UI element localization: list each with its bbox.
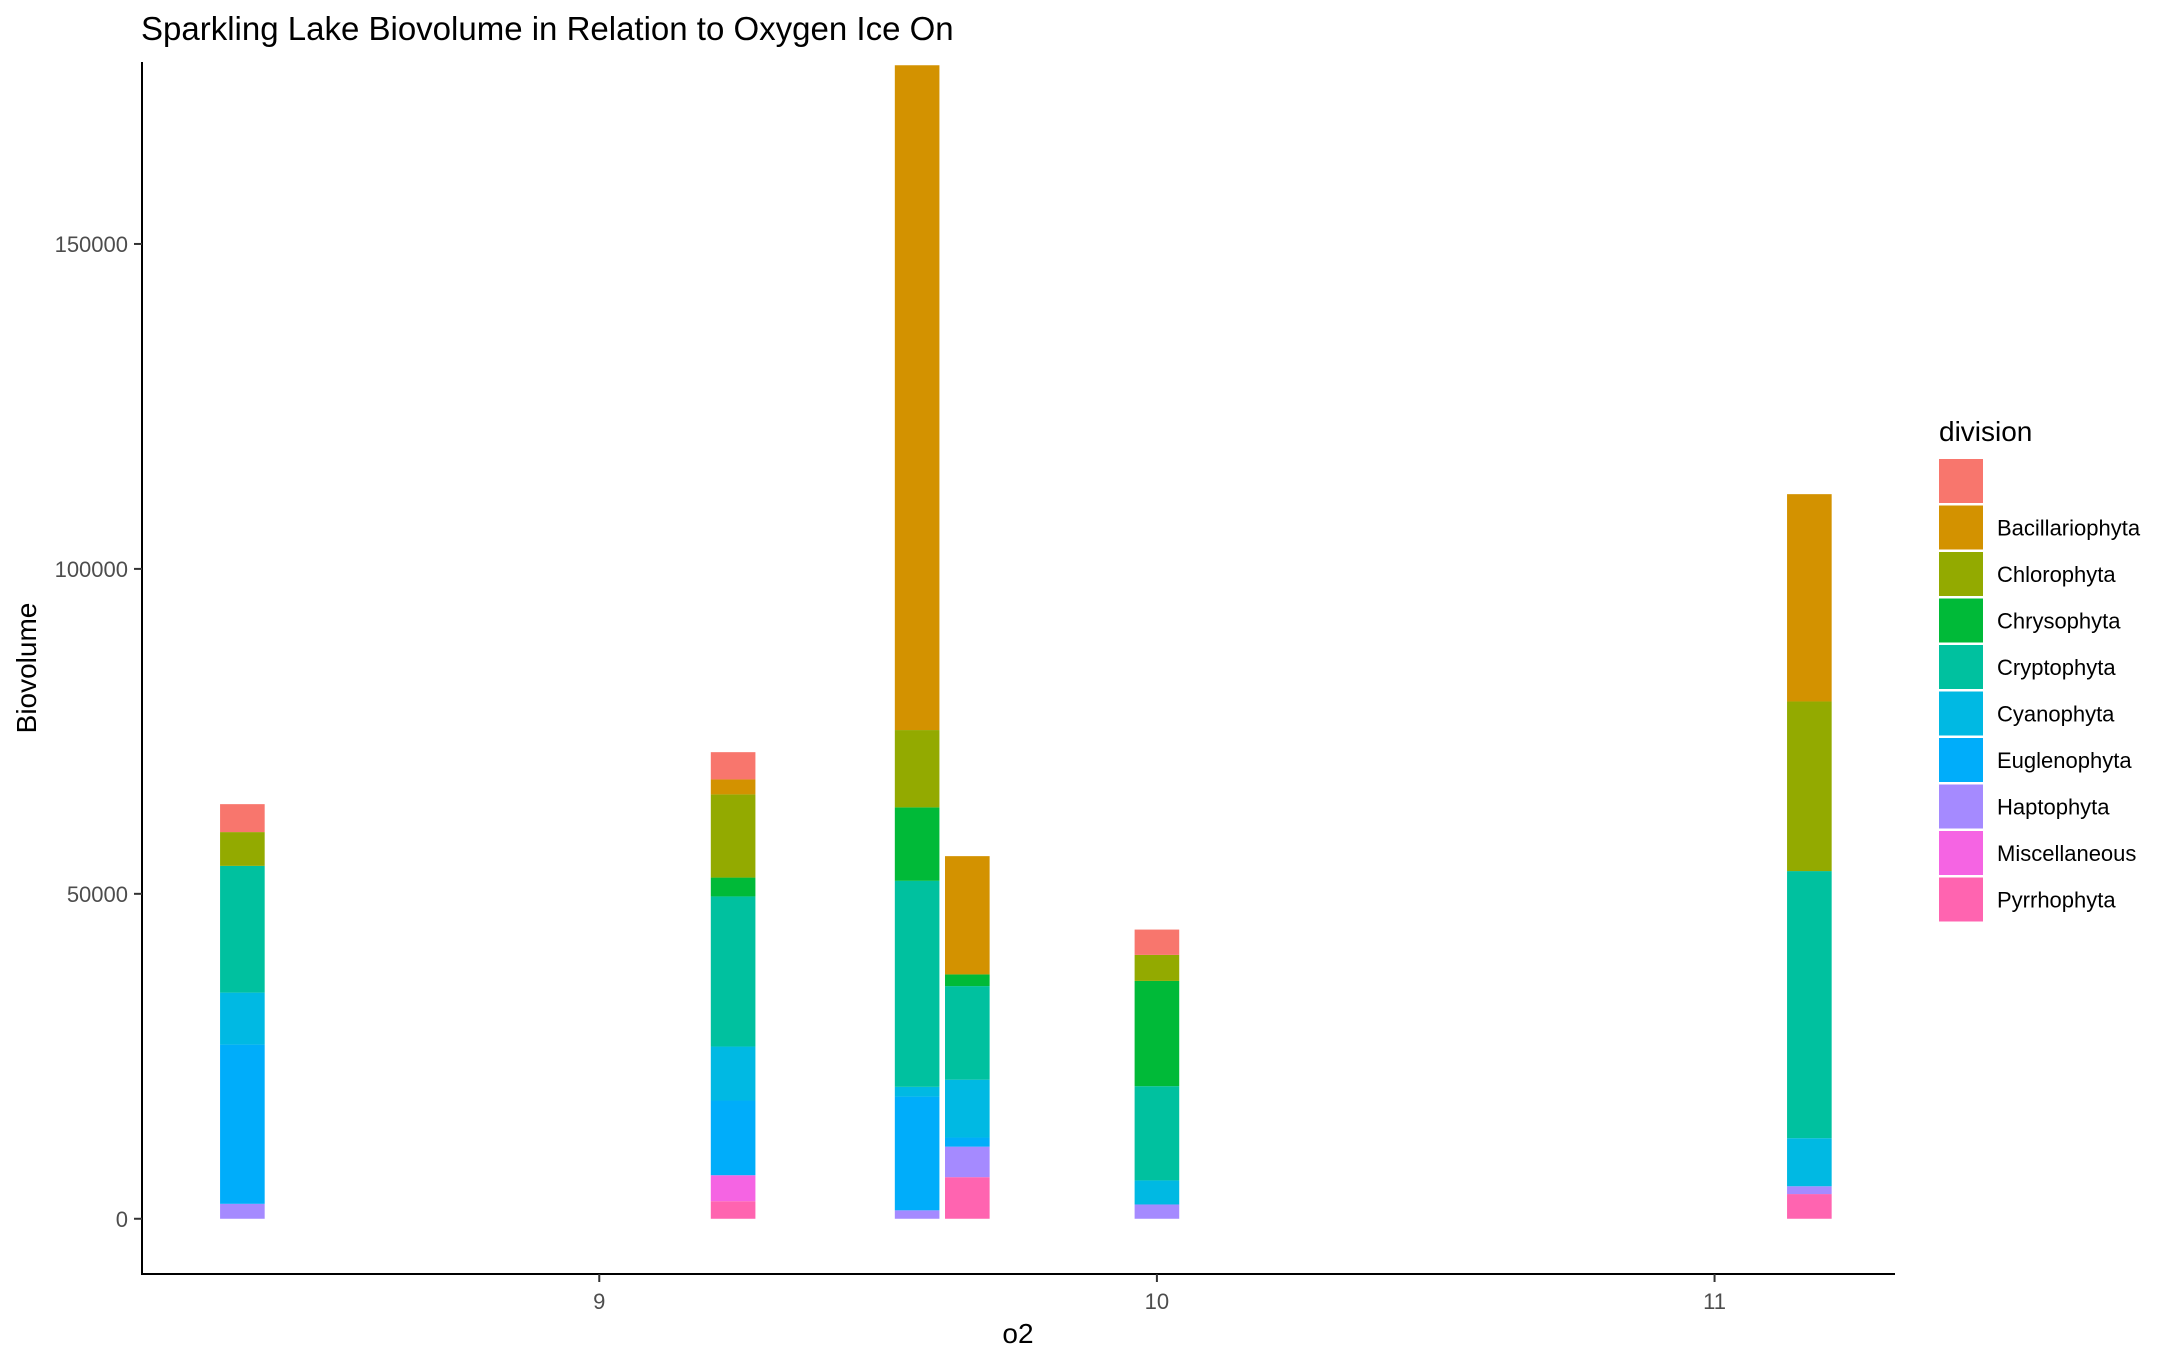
legend-key-euglenophyta: [1939, 738, 1983, 782]
bar-segment-6-chlorophyta: [1787, 701, 1832, 872]
bar-segment-4-bacillariophyta: [945, 856, 990, 975]
bar-segment-2-euglenophyta: [710, 1100, 756, 1176]
bar-segment-6-haptophyta: [1787, 1186, 1832, 1195]
legend: Bacillariophyta Chlorophyta Chrysophyta Cry…: [1939, 459, 2141, 922]
y-tick-label: 100000: [55, 557, 128, 582]
legend-key-chrysophyta: [1939, 598, 1983, 643]
legend-label-chrysophyta: Chrysophyta: [1997, 609, 2121, 634]
bar-segment-1-unlabeled: [220, 804, 265, 833]
bar-segment-2-bacillariophyta: [710, 779, 756, 795]
x-axis-title: o2: [1002, 1318, 1033, 1349]
bar-segment-1-haptophyta: [220, 1203, 265, 1219]
legend-label-cyanophyta: Cyanophyta: [1997, 702, 2115, 727]
legend-label-euglenophyta: Euglenophyta: [1997, 748, 2132, 773]
legend-label-pyrrhophyta: Pyrrhophyta: [1997, 888, 2116, 913]
bar-segment-1-cyanophyta: [220, 992, 265, 1045]
bar-segment-1-chlorophyta: [220, 832, 265, 866]
bar-segment-2-chrysophyta: [710, 877, 756, 897]
bar-segment-2-cyanophyta: [710, 1046, 756, 1101]
bar-segment-3-chrysophyta: [894, 807, 940, 881]
bar-segment-5-cryptophyta: [1134, 1086, 1180, 1181]
bar-segment-3-cryptophyta: [894, 880, 940, 1087]
bar-segment-5-chlorophyta: [1134, 954, 1180, 981]
bars-layer: [220, 65, 1832, 1219]
x-tick-label: 9: [593, 1289, 605, 1314]
bar-segment-2-chlorophyta: [710, 794, 756, 878]
y-tick-label: 50000: [67, 882, 128, 907]
bar-segment-5-unlabeled: [1134, 929, 1180, 955]
chart-title: Sparkling Lake Biovolume in Relation to …: [141, 10, 954, 47]
y-ticks: 0 50000 100000 150000: [55, 232, 142, 1232]
legend-title: division: [1939, 416, 2032, 447]
bar-segment-4-euglenophyta: [945, 1137, 990, 1147]
x-ticks: 9 10 11: [593, 1274, 1726, 1314]
legend-label-cryptophyta: Cryptophyta: [1997, 655, 2116, 680]
bar-segment-4-cyanophyta: [945, 1079, 990, 1138]
bar-segment-2-unlabeled: [710, 752, 756, 780]
legend-key-miscellaneous: [1939, 831, 1983, 875]
bar-segment-2-miscellaneous: [710, 1175, 756, 1202]
bar-segment-3-bacillariophyta: [894, 65, 940, 731]
bar-segment-3-euglenophyta: [894, 1096, 940, 1211]
y-tick-label: 0: [116, 1207, 128, 1232]
bar-segment-3-haptophyta: [894, 1210, 940, 1219]
bar-segment-6-cyanophyta: [1787, 1138, 1832, 1187]
x-tick-label: 10: [1145, 1289, 1169, 1314]
legend-label-haptophyta: Haptophyta: [1997, 795, 2110, 820]
legend-key-unlabeled: [1939, 459, 1983, 503]
bar-segment-4-cryptophyta: [945, 986, 990, 1080]
bar-segment-1-cryptophyta: [220, 865, 265, 993]
bar-segment-5-chrysophyta: [1134, 980, 1180, 1087]
legend-key-haptophyta: [1939, 784, 1983, 829]
legend-label-bacillariophyta: Bacillariophyta: [1997, 516, 2141, 541]
legend-key-cyanophyta: [1939, 691, 1983, 736]
legend-key-cryptophyta: [1939, 645, 1983, 689]
bar-segment-6-bacillariophyta: [1787, 494, 1832, 702]
bar-segment-2-pyrrhophyta: [710, 1201, 756, 1219]
bar-segment-5-haptophyta: [1134, 1204, 1180, 1219]
bar-segment-4-haptophyta: [945, 1146, 990, 1178]
bar-segment-4-pyrrhophyta: [945, 1177, 990, 1219]
bar-segment-2-cryptophyta: [710, 896, 756, 1047]
bar-segment-6-pyrrhophyta: [1787, 1194, 1832, 1219]
bar-segment-3-chlorophyta: [894, 730, 940, 808]
bar-segment-3-cyanophyta: [894, 1086, 940, 1097]
y-axis-title: Biovolume: [11, 603, 42, 734]
bar-segment-5-cyanophyta: [1134, 1180, 1180, 1205]
legend-key-bacillariophyta: [1939, 505, 1983, 550]
y-tick-label: 150000: [55, 232, 128, 257]
bar-segment-1-euglenophyta: [220, 1044, 265, 1204]
legend-key-pyrrhophyta: [1939, 877, 1983, 922]
legend-label-chlorophyta: Chlorophyta: [1997, 562, 2116, 587]
legend-label-miscellaneous: Miscellaneous: [1997, 841, 2136, 866]
x-tick-label: 11: [1703, 1289, 1726, 1314]
bar-segment-6-cryptophyta: [1787, 871, 1832, 1139]
legend-key-chlorophyta: [1939, 552, 1983, 596]
bar-segment-4-chrysophyta: [945, 974, 990, 987]
